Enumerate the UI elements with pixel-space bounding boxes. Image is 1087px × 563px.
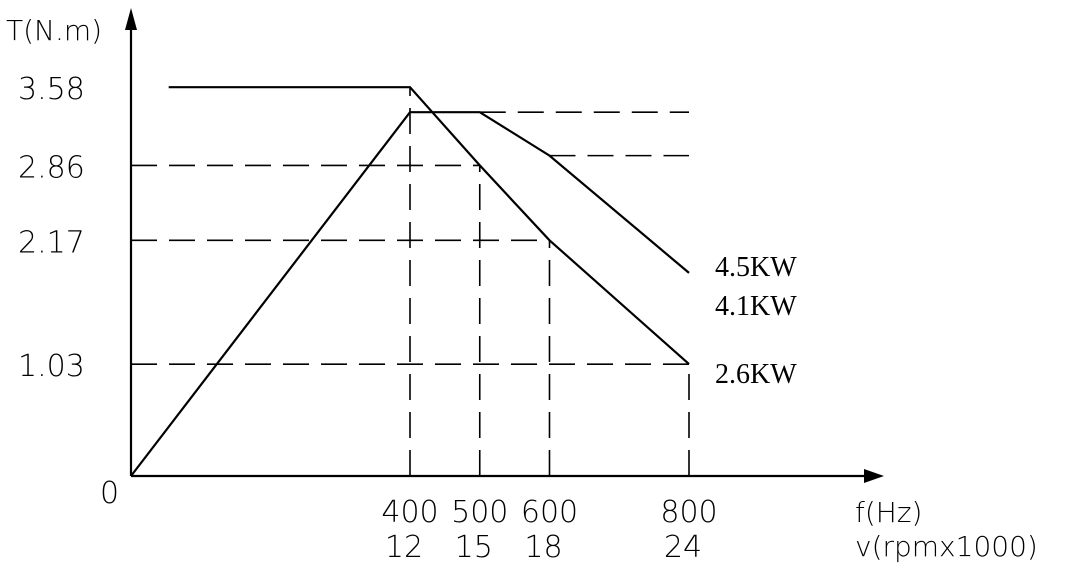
x-tick-label-v-18: 18 bbox=[524, 530, 562, 563]
axes bbox=[125, 8, 884, 483]
origin-label: 0 bbox=[100, 476, 119, 511]
curves bbox=[130, 86, 690, 477]
power-label-4.1KW: 4.1KW bbox=[715, 291, 797, 322]
torque-curve bbox=[168, 86, 690, 365]
y-axis-title: T(N.m) bbox=[6, 14, 102, 47]
power-label-2.6KW: 2.6KW bbox=[715, 359, 797, 390]
x-tick-label-f-800: 800 bbox=[660, 495, 717, 530]
x-tick-label-f-400: 400 bbox=[381, 495, 438, 530]
power-curve bbox=[130, 111, 690, 477]
x-axis-title-speed: v(rpmx1000) bbox=[855, 530, 1038, 563]
y-axis-arrow bbox=[125, 8, 137, 30]
x-tick-label-v-15: 15 bbox=[455, 530, 493, 563]
y-tick-label-2.86: 2.86 bbox=[18, 150, 85, 185]
guide-lines bbox=[131, 87, 690, 476]
power-label-4.5KW: 4.5KW bbox=[715, 252, 797, 283]
y-tick-label-1.03: 1.03 bbox=[18, 349, 85, 384]
y-tick-label-3.58: 3.58 bbox=[18, 72, 85, 107]
x-axis-arrow bbox=[864, 469, 884, 483]
labels: T(N.m) 0 f(Hz) v(rpmx1000) 3.58 2.86 2.17 1… bbox=[6, 14, 1038, 563]
x-axis-title-frequency: f(Hz) bbox=[855, 496, 922, 529]
y-tick-label-2.17: 2.17 bbox=[18, 225, 85, 260]
x-tick-label-f-600: 600 bbox=[521, 495, 578, 530]
x-tick-label-f-500: 500 bbox=[451, 495, 508, 530]
x-tick-label-v-24: 24 bbox=[664, 530, 702, 563]
x-tick-label-v-12: 12 bbox=[385, 530, 423, 563]
